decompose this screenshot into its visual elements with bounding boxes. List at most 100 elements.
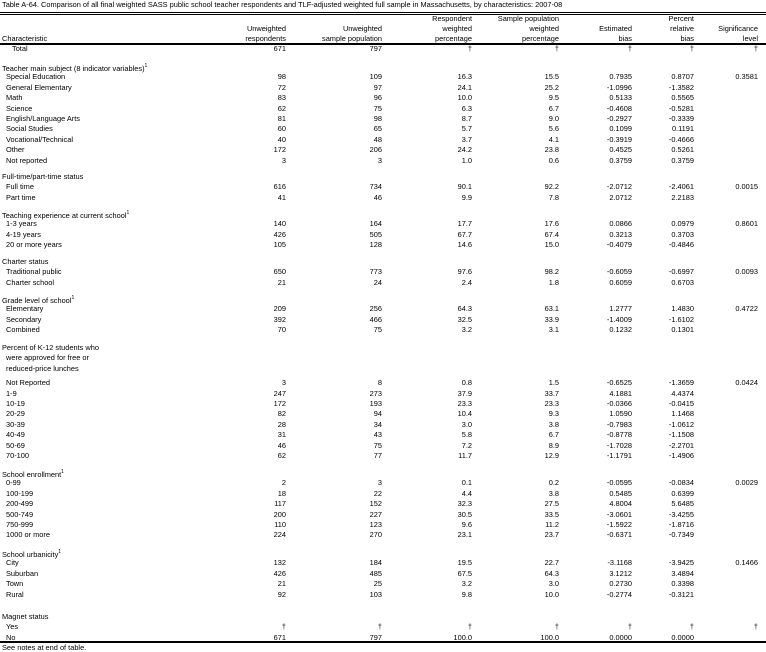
row-cell: 8 xyxy=(377,378,382,387)
row-cell: 0.3213 xyxy=(609,230,632,239)
row-cell: 671 xyxy=(273,44,286,53)
row-cell: 152 xyxy=(369,499,382,508)
row-cell: 1.8 xyxy=(548,278,559,287)
row-label: 40-49 xyxy=(6,430,25,439)
row-cell: 1.0 xyxy=(461,156,472,165)
row-cell: 0.1466 xyxy=(735,558,758,567)
top-rule-2 xyxy=(0,14,766,15)
row-cell: -0.0366 xyxy=(606,399,632,408)
row-cell: 1.2777 xyxy=(609,304,632,313)
section-heading-text: Grade level of school xyxy=(2,296,72,305)
row-label: 0-99 xyxy=(6,478,21,487)
row-cell: † xyxy=(627,44,632,53)
row-cell: 3.0 xyxy=(461,420,472,429)
row-label: Rural xyxy=(6,590,24,599)
column-header: sample population xyxy=(322,34,382,43)
row-cell: -0.2927 xyxy=(606,114,632,123)
row-cell: 3.8 xyxy=(548,420,559,429)
row-cell: -1.7028 xyxy=(606,441,632,450)
row-cell: 734 xyxy=(369,182,382,191)
row-label: 750-999 xyxy=(6,520,34,529)
row-cell: 224 xyxy=(273,530,286,539)
section-heading: Teaching experience at current school1 xyxy=(2,209,129,220)
bottom-rule xyxy=(0,641,766,643)
row-cell: 23.1 xyxy=(457,530,472,539)
row-label: 10-19 xyxy=(6,399,25,408)
row-cell: 18 xyxy=(277,489,286,498)
row-cell: -0.6997 xyxy=(668,267,694,276)
row-cell: -0.3339 xyxy=(668,114,694,123)
row-label: 1-9 xyxy=(6,389,17,398)
column-header: respondents xyxy=(245,34,286,43)
row-cell: 671 xyxy=(273,633,286,642)
row-cell: 8.9 xyxy=(548,441,559,450)
row-cell: 9.3 xyxy=(548,409,559,418)
row-cell: 72 xyxy=(277,83,286,92)
header-rule xyxy=(0,43,766,45)
row-label: Part time xyxy=(6,193,36,202)
column-header: weighted xyxy=(529,24,559,33)
row-cell: 164 xyxy=(369,219,382,228)
row-cell: 9.9 xyxy=(461,193,472,202)
row-label: Combined xyxy=(6,325,40,334)
row-cell: 426 xyxy=(273,230,286,239)
row-cell: 15.0 xyxy=(544,240,559,249)
row-cell: 797 xyxy=(369,633,382,642)
row-label: Vocational/Technical xyxy=(6,135,73,144)
row-cell: 247 xyxy=(273,389,286,398)
row-cell: -3.4255 xyxy=(668,510,694,519)
row-cell: 94 xyxy=(373,409,382,418)
column-header: Percent xyxy=(668,14,694,23)
column-header: Estimated xyxy=(599,24,632,33)
row-cell: 773 xyxy=(369,267,382,276)
row-label: Town xyxy=(6,579,24,588)
row-cell: 3.2 xyxy=(461,579,472,588)
row-cell: 17.6 xyxy=(544,219,559,228)
row-cell: 19.5 xyxy=(457,558,472,567)
column-header: bias xyxy=(618,34,632,43)
section-heading-text: were approved for free or xyxy=(6,353,89,363)
row-cell: 128 xyxy=(369,240,382,249)
row-cell: -1.3659 xyxy=(668,378,694,387)
row-cell: 63.1 xyxy=(544,304,559,313)
row-cell: -0.4608 xyxy=(606,104,632,113)
row-cell: -1.4009 xyxy=(606,315,632,324)
row-cell: -1.0612 xyxy=(668,420,694,429)
row-cell: 22 xyxy=(373,489,382,498)
row-cell: 0.3703 xyxy=(671,230,694,239)
row-cell: 82 xyxy=(277,409,286,418)
row-label: Not reported xyxy=(6,156,48,165)
row-cell: 92.2 xyxy=(544,182,559,191)
row-cell: 40 xyxy=(277,135,286,144)
row-cell: -0.6525 xyxy=(606,378,632,387)
row-cell: 64.3 xyxy=(457,304,472,313)
section-heading: were approved for free or xyxy=(6,353,89,362)
row-cell: 67.7 xyxy=(457,230,472,239)
row-label: City xyxy=(6,558,19,567)
row-cell: 3.1 xyxy=(548,325,559,334)
row-cell: 426 xyxy=(273,569,286,578)
row-cell: 10.0 xyxy=(457,93,472,102)
row-cell: 75 xyxy=(373,325,382,334)
row-cell: 5.7 xyxy=(461,124,472,133)
row-cell: 273 xyxy=(369,389,382,398)
row-label: Charter school xyxy=(6,278,55,287)
row-cell: 0.0000 xyxy=(609,633,632,642)
row-cell: 98 xyxy=(277,72,286,81)
row-cell: 650 xyxy=(273,267,286,276)
row-label: 200-499 xyxy=(6,499,34,508)
row-cell: -0.3121 xyxy=(668,590,694,599)
row-label: Not Reported xyxy=(6,378,50,387)
row-cell: 485 xyxy=(369,569,382,578)
row-cell: 4.4374 xyxy=(671,389,694,398)
row-cell: 172 xyxy=(273,145,286,154)
row-cell: 23.7 xyxy=(544,530,559,539)
row-cell: 77 xyxy=(373,451,382,460)
footnote-marker: 1 xyxy=(61,469,64,475)
row-cell: 75 xyxy=(373,104,382,113)
row-cell: 96 xyxy=(373,93,382,102)
row-cell: 32.3 xyxy=(457,499,472,508)
row-cell: 0.5133 xyxy=(609,93,632,102)
row-cell: 0.6059 xyxy=(609,278,632,287)
row-label: Yes xyxy=(6,622,19,631)
